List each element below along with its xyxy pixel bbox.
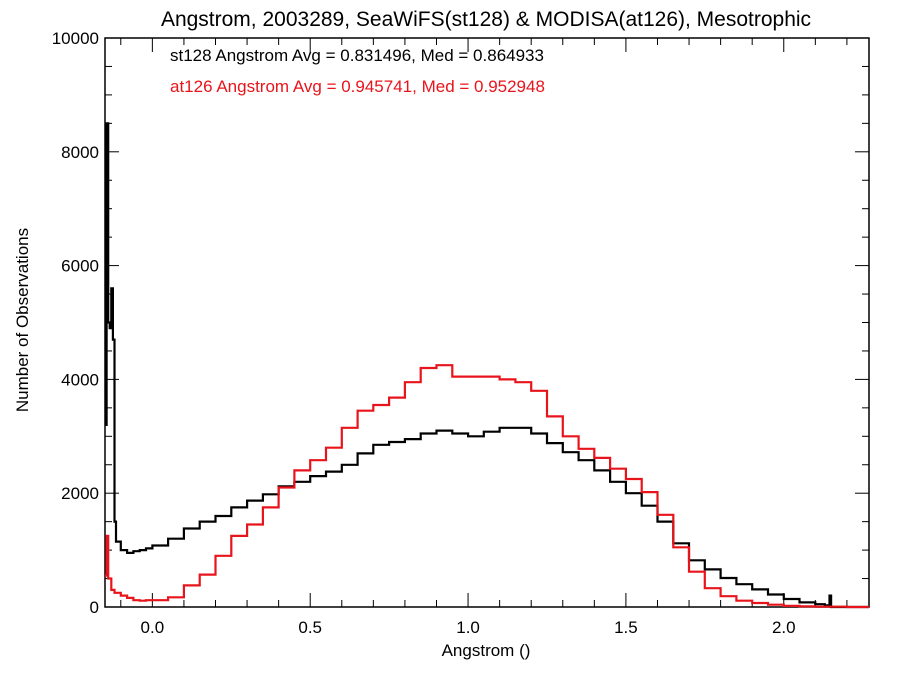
series-line-at126	[105, 364, 869, 609]
y-tick-label: 0	[90, 598, 99, 617]
axis-ticks: 0.0 0.5 1.0 1.5 2.0 0 2000 4000 6000 8000 10000	[52, 29, 869, 637]
x-tick-label: 0.0	[141, 618, 165, 637]
x-tick-label: 1.5	[614, 618, 638, 637]
at126-stats-annotation: at126 Angstrom Avg = 0.945741, Med = 0.9…	[170, 77, 545, 96]
series-lines	[105, 122, 869, 609]
plot-frame	[104, 37, 870, 608]
st128-stats-annotation: st128 Angstrom Avg = 0.831496, Med = 0.8…	[170, 46, 544, 65]
series-line-st128	[105, 122, 869, 609]
x-tick-label: 1.0	[456, 618, 480, 637]
chart-title: Angstrom, 2003289, SeaWiFS(st128) & MODI…	[161, 8, 811, 31]
x-tick-label: 0.5	[298, 618, 322, 637]
x-tick-label: 2.0	[772, 618, 796, 637]
y-tick-label: 4000	[61, 370, 99, 389]
x-axis-label: Angstrom ()	[442, 641, 531, 660]
y-axis-label: Number of Observations	[13, 228, 32, 412]
y-tick-label: 2000	[61, 484, 99, 503]
y-tick-label: 6000	[61, 257, 99, 276]
y-tick-label: 10000	[52, 29, 99, 48]
plot-border	[104, 37, 870, 608]
y-tick-label: 8000	[61, 143, 99, 162]
